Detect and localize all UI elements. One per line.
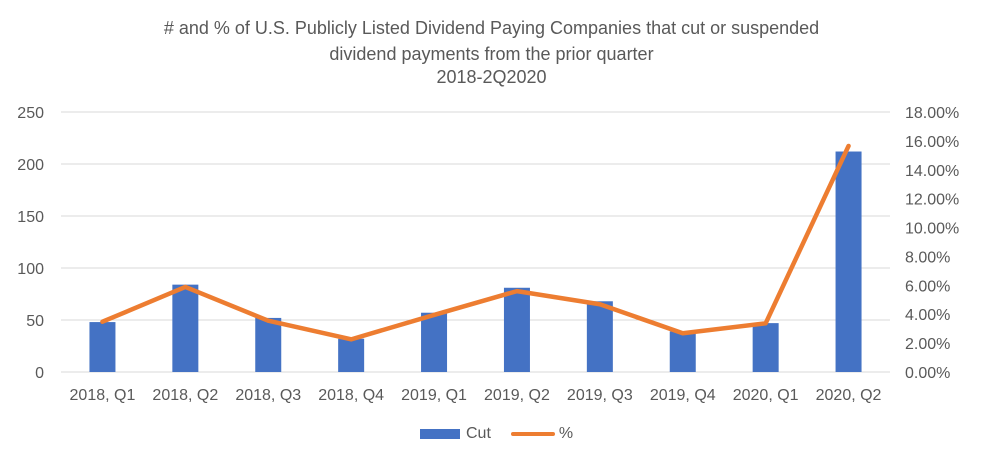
bar-cut[interactable] — [669, 331, 696, 372]
left-axis-tick-label: 0 — [35, 365, 44, 382]
right-axis-tick-label: 0.00% — [905, 365, 950, 382]
left-axis-ticks: 0 50 100 150 200 250 — [17, 105, 44, 382]
right-axis-ticks: 0.00% 2.00% 4.00% 6.00% 8.00% 10.00% 12.00% 14.… — [905, 105, 959, 382]
right-axis-tick-label: 2.00% — [905, 336, 950, 353]
line-series-percent — [100, 143, 851, 342]
legend-item-cut[interactable]: Cut — [420, 425, 491, 443]
line-point-percent[interactable] — [432, 312, 437, 317]
line-point-percent[interactable] — [846, 143, 851, 148]
legend-swatch-line — [510, 432, 555, 436]
line-point-percent[interactable] — [183, 284, 188, 289]
bar-cut[interactable] — [255, 317, 282, 372]
chart-title-line-2: dividend payments from the prior quarter — [329, 44, 654, 64]
line-point-percent[interactable] — [514, 289, 519, 294]
bar-cut[interactable] — [835, 151, 862, 372]
x-axis-tick-label: 2018, Q4 — [318, 387, 384, 404]
left-axis-tick-label: 100 — [17, 261, 44, 278]
legend-label-cut: Cut — [466, 425, 491, 442]
chart-title-line-3: 2018-2Q2020 — [436, 67, 547, 87]
line-point-percent[interactable] — [680, 331, 685, 336]
bar-series-cut — [89, 151, 862, 372]
legend-swatch-bar — [420, 429, 460, 439]
bar-cut[interactable] — [586, 301, 613, 372]
left-axis-tick-label: 150 — [17, 209, 44, 226]
x-axis-ticks: 2018, Q1 2018, Q2 2018, Q3 2018, Q4 2019, Q1… — [70, 387, 882, 404]
right-axis-tick-label: 4.00% — [905, 307, 950, 324]
x-axis-tick-label: 2018, Q2 — [152, 387, 218, 404]
line-point-percent[interactable] — [597, 302, 602, 307]
right-axis-tick-label: 14.00% — [905, 163, 959, 180]
bar-cut[interactable] — [89, 322, 116, 372]
bar-cut[interactable] — [752, 323, 779, 372]
right-axis-tick-label: 10.00% — [905, 221, 959, 238]
left-axis-tick-label: 250 — [17, 105, 44, 122]
line-point-percent[interactable] — [349, 337, 354, 342]
x-axis-tick-label: 2020, Q1 — [733, 387, 799, 404]
bar-cut[interactable] — [503, 287, 530, 372]
line-point-percent[interactable] — [100, 319, 105, 324]
x-axis-tick-label: 2018, Q3 — [235, 387, 301, 404]
right-axis-tick-label: 16.00% — [905, 134, 959, 151]
x-axis-tick-label: 2019, Q4 — [650, 387, 716, 404]
legend: Cut % — [420, 424, 581, 444]
bar-cut[interactable] — [338, 338, 365, 372]
gridlines — [61, 111, 890, 373]
chart-title-line-1: # and % of U.S. Publicly Listed Dividend… — [163, 18, 820, 38]
right-axis-tick-label: 12.00% — [905, 192, 959, 209]
right-axis-tick-label: 8.00% — [905, 249, 950, 266]
x-axis-tick-label: 2018, Q1 — [70, 387, 136, 404]
bar-cut[interactable] — [421, 312, 448, 372]
x-axis-tick-label: 2020, Q2 — [816, 387, 882, 404]
right-axis-tick-label: 6.00% — [905, 278, 950, 295]
x-axis-tick-label: 2019, Q3 — [567, 387, 633, 404]
right-axis-tick-label: 18.00% — [905, 105, 959, 122]
x-axis-tick-label: 2019, Q2 — [484, 387, 550, 404]
line-point-percent[interactable] — [763, 321, 768, 326]
line-percent[interactable] — [100, 143, 851, 342]
bar-cut[interactable] — [172, 284, 199, 372]
x-axis-tick-label: 2019, Q1 — [401, 387, 467, 404]
left-axis-tick-label: 50 — [26, 313, 44, 330]
line-point-percent[interactable] — [266, 318, 271, 323]
legend-label-percent: % — [558, 425, 574, 442]
legend-item-percent[interactable]: % — [510, 425, 574, 443]
left-axis-tick-label: 200 — [17, 157, 44, 174]
